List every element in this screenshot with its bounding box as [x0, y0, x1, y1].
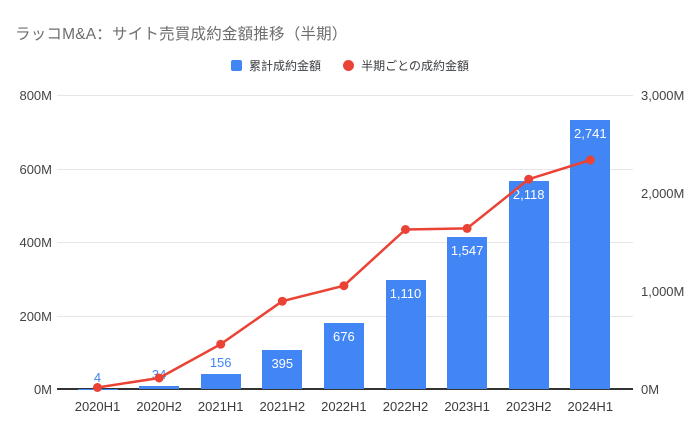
line-point-2021H1[interactable] [216, 339, 226, 349]
line-point-2022H2[interactable] [401, 225, 410, 234]
bar-value-label: 1,110 [389, 286, 422, 302]
line-series-swatch-icon [343, 59, 355, 71]
x-axis-baseline [57, 388, 633, 390]
y-axis-tick-left: 0M [33, 382, 52, 397]
legend-item-cumulative[interactable]: 累計成約金額 [231, 57, 321, 74]
bar-value-label: 676 [333, 328, 355, 344]
line-point-2024H1[interactable] [585, 155, 595, 165]
legend-label-cumulative: 累計成約金額 [249, 58, 322, 73]
line-point-2020H2[interactable] [154, 373, 164, 383]
x-axis-label: 2024H1 [567, 399, 614, 414]
x-axis-label: 2021H2 [259, 399, 306, 414]
x-axis-label: 2020H2 [136, 399, 182, 414]
bar-2023H2[interactable] [508, 181, 549, 389]
x-axis-label: 2023H2 [505, 399, 552, 414]
bar-2021H1[interactable] [200, 373, 241, 389]
bar-value-label: 4 [93, 369, 102, 385]
bar-value-label: 2,741 [574, 126, 607, 142]
chart-legend: 累計成約金額 半期ごとの成約金額 [0, 57, 700, 73]
y-axis-tick-right: 3,000M [641, 88, 685, 103]
line-point-2023H2[interactable] [524, 174, 534, 184]
x-axis-label: 2023H1 [444, 399, 490, 414]
line-point-2020H1[interactable] [93, 383, 102, 392]
y-axis-tick-left: 600M [19, 161, 52, 177]
bar-2020H2[interactable] [139, 385, 180, 389]
x-axis-label: 2022H1 [321, 399, 367, 414]
bar-value-label: 156 [209, 354, 232, 370]
y-axis-tick-right: 0M [641, 382, 660, 397]
bar-series-swatch-icon [231, 59, 243, 71]
y-axis-tick-left: 200M [19, 308, 52, 324]
grid-line [57, 168, 633, 170]
chart-title: ラッコM&A：サイト売買成約金額推移（半期） [15, 26, 348, 43]
bar-value-label: 395 [271, 356, 294, 372]
y-axis-tick-left: 800M [19, 88, 52, 103]
bar-value-label: 2,118 [512, 187, 545, 203]
y-axis-tick-right: 1,000M [641, 284, 685, 299]
bar-2023H1[interactable] [447, 237, 488, 389]
line-point-2023H1[interactable] [462, 223, 472, 233]
line-point-2022H1[interactable] [339, 281, 349, 291]
legend-label-half-year: 半期ごとの成約金額 [361, 58, 469, 73]
y-axis-tick-right: 2,000M [641, 186, 685, 201]
x-axis-label: 2022H2 [382, 399, 429, 414]
legend-item-half-year[interactable]: 半期ごとの成約金額 [343, 57, 469, 74]
x-axis-label: 2020H1 [74, 399, 121, 414]
grid-line [57, 95, 633, 96]
x-axis-label: 2021H1 [197, 399, 244, 414]
bar-value-label: 1,547 [450, 243, 484, 259]
line-point-2021H2[interactable] [277, 296, 287, 306]
y-axis-tick-left: 400M [19, 235, 52, 250]
